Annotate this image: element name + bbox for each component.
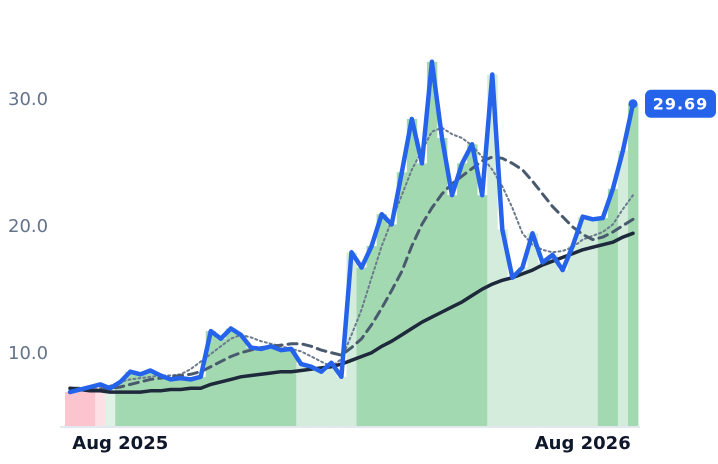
last-badge bbox=[645, 89, 716, 118]
shade-bar bbox=[577, 216, 589, 427]
shade-bar bbox=[457, 163, 468, 427]
series-line bbox=[67, 59, 636, 395]
shade-bar bbox=[266, 346, 277, 427]
shade-bar bbox=[567, 245, 579, 427]
shade-bar bbox=[276, 350, 287, 427]
shade-bar bbox=[155, 375, 166, 427]
shade-bar bbox=[396, 172, 408, 427]
x-tick-label: Aug 2026 bbox=[535, 433, 631, 454]
shade-bar bbox=[376, 214, 388, 427]
x-tick-label: Aug 2025 bbox=[72, 433, 168, 454]
shade-bar bbox=[467, 144, 478, 427]
shade-bar bbox=[125, 371, 136, 427]
shade-bar bbox=[426, 61, 438, 427]
shade-bar bbox=[205, 331, 217, 427]
shade-bar bbox=[165, 379, 176, 427]
shade-bar bbox=[95, 384, 106, 427]
y-tick-label: 30.0 bbox=[8, 89, 48, 110]
shade-bar bbox=[185, 379, 197, 427]
last-point bbox=[628, 99, 638, 109]
shade-bar bbox=[487, 74, 498, 428]
last-value-label: 29.69 bbox=[653, 94, 709, 113]
shade-bar bbox=[497, 229, 508, 427]
shade-bar bbox=[296, 364, 307, 427]
shade-bar bbox=[447, 195, 458, 427]
shade-bar bbox=[105, 388, 116, 427]
shade-bar bbox=[75, 389, 86, 427]
shade-bar bbox=[115, 381, 126, 427]
shade-bar bbox=[356, 267, 367, 427]
shade-bar bbox=[346, 252, 357, 427]
shade-bar bbox=[477, 195, 488, 427]
shade-bar bbox=[406, 118, 418, 427]
shade-bar bbox=[517, 267, 528, 427]
series-line bbox=[68, 231, 635, 394]
shade-bar bbox=[195, 376, 207, 427]
lines bbox=[67, 59, 636, 395]
shade-bar bbox=[64, 392, 76, 427]
shade-bar bbox=[527, 233, 538, 427]
shade-bar bbox=[85, 386, 96, 427]
shade-bar bbox=[386, 224, 398, 427]
shade-bar bbox=[627, 103, 639, 427]
shade-bar bbox=[235, 334, 247, 427]
shade-bar bbox=[145, 370, 156, 427]
shade-bar bbox=[336, 376, 347, 427]
y-tick-label: 10.0 bbox=[8, 343, 48, 364]
shade-bar bbox=[537, 262, 548, 427]
shade-bar bbox=[547, 254, 558, 427]
shade-bar bbox=[326, 362, 337, 427]
shade-bar bbox=[316, 371, 327, 427]
shade-bar bbox=[507, 277, 518, 427]
shade-bar bbox=[175, 378, 187, 427]
shade-bar bbox=[557, 270, 569, 427]
shade-bar bbox=[607, 188, 619, 427]
shade-bar bbox=[617, 150, 629, 428]
shade-bar bbox=[366, 245, 378, 427]
shade-bar bbox=[286, 348, 297, 427]
shade-bar bbox=[436, 137, 448, 427]
y-tick-label: 20.0 bbox=[8, 216, 48, 237]
shade-bar bbox=[587, 219, 599, 427]
shade-bar bbox=[416, 163, 428, 427]
shade-bar bbox=[135, 374, 146, 427]
shade-bar bbox=[245, 347, 257, 427]
shade-bar bbox=[306, 366, 317, 427]
shade-bar bbox=[597, 218, 609, 427]
shade-bar bbox=[255, 348, 267, 427]
